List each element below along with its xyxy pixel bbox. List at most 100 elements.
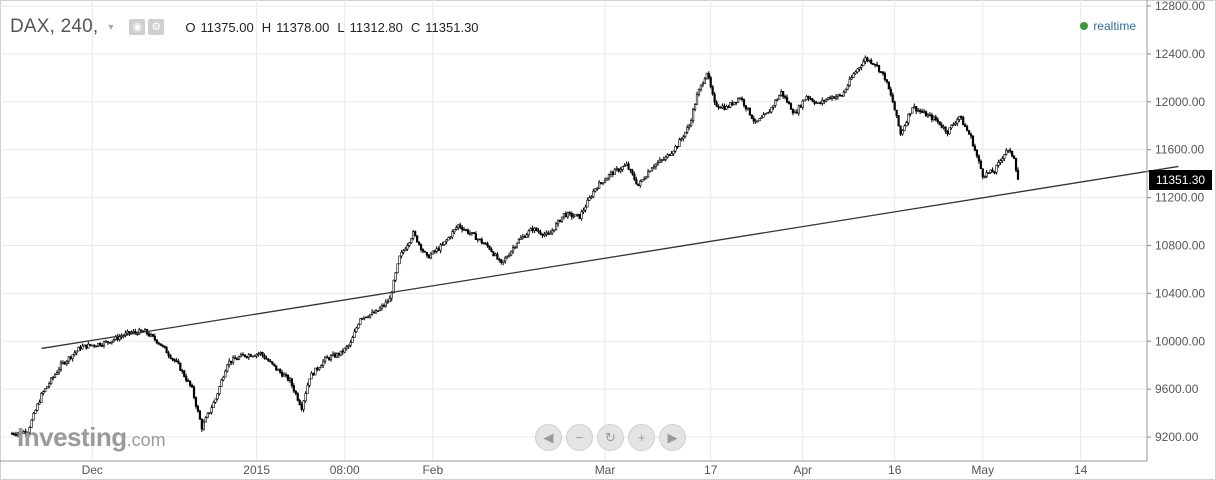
candle-body [752, 118, 755, 122]
candle-body [42, 391, 45, 394]
candle-body [476, 238, 479, 241]
candle-body [104, 341, 108, 343]
candle-body [417, 241, 421, 245]
candle-body [633, 173, 636, 180]
symbol-label[interactable]: DAX, 240, [10, 16, 99, 37]
symbol-dropdown-icon[interactable]: ▼ [106, 22, 116, 32]
candle-body [778, 95, 781, 100]
candle-body [977, 155, 980, 162]
candle-body [173, 358, 176, 361]
candle-body [897, 115, 900, 127]
candle-body [735, 101, 738, 104]
candle-body [576, 214, 579, 216]
candle-body [97, 343, 100, 347]
x-tick-label: Mar [595, 463, 616, 477]
investing-logo: Investing.com [17, 422, 166, 453]
candle-body [566, 212, 569, 218]
candle-body [100, 345, 104, 347]
candle-body [952, 124, 955, 126]
candle-body [609, 171, 613, 175]
reset-button[interactable]: ↻ [597, 424, 624, 451]
candle-body [228, 360, 231, 366]
candle-body [468, 233, 472, 235]
candle-body [584, 206, 587, 211]
candle-body [738, 97, 742, 100]
candle-body [185, 376, 188, 381]
candle-body [429, 253, 432, 259]
zoom-out-button[interactable]: − [566, 424, 593, 451]
candle-body [832, 96, 836, 99]
candle-body [885, 79, 888, 83]
candle-body [979, 160, 982, 170]
candle-body [198, 410, 201, 420]
scroll-right-button[interactable]: ▶ [659, 424, 686, 451]
eye-icon[interactable]: ◉ [129, 19, 146, 35]
candle-body [463, 229, 466, 231]
candle-body [793, 111, 796, 114]
candle-body [560, 216, 564, 223]
candle-body [263, 355, 266, 359]
candle-body [807, 96, 810, 99]
candle-body [699, 84, 703, 90]
candle-body [611, 171, 614, 175]
candle-body [817, 102, 820, 105]
scroll-left-button[interactable]: ◀ [535, 424, 562, 451]
candle-body [453, 228, 456, 233]
candle-body [729, 102, 732, 108]
candle-body [61, 361, 64, 364]
candle-body [858, 67, 861, 70]
x-tick-label: 16 [888, 463, 902, 477]
candle-body [746, 107, 750, 110]
candle-body [20, 431, 23, 434]
zoom-in-button[interactable]: + [628, 424, 655, 451]
candle-body [654, 163, 658, 168]
candle-body [973, 145, 977, 151]
candle-body [523, 236, 526, 238]
candle-body [938, 121, 941, 126]
candle-body [985, 172, 988, 177]
candle-body [541, 233, 544, 236]
candle-body [641, 179, 644, 182]
candle-body [887, 81, 890, 90]
trendline[interactable] [41, 165, 1179, 350]
candle-body [875, 64, 879, 67]
candle-body [494, 253, 497, 257]
candle-body [320, 365, 323, 369]
candle-body [416, 235, 419, 243]
candle-body [304, 393, 307, 402]
candle-body [181, 370, 184, 372]
candle-body [919, 109, 922, 112]
candle-body [1012, 155, 1016, 159]
candle-body [318, 367, 321, 370]
candle-body [284, 374, 288, 376]
candle-body [535, 227, 538, 231]
candle-body [292, 385, 295, 392]
candle-body [783, 96, 787, 98]
candle-body [406, 245, 409, 250]
candle-body [443, 241, 446, 245]
x-tick-label: Feb [422, 463, 443, 477]
candle-body [915, 106, 918, 112]
settings-icon[interactable]: ⚙ [148, 19, 165, 35]
candle-body [950, 125, 953, 129]
candle-body [441, 244, 444, 246]
candle-body [488, 245, 491, 250]
candle-body [341, 350, 344, 353]
candle-body [646, 171, 650, 178]
candle-body [306, 384, 309, 394]
candle-body [625, 163, 628, 166]
grid-lines [0, 0, 1147, 461]
candle-body [525, 234, 528, 238]
candle-body [345, 346, 348, 349]
candle-body [652, 166, 656, 169]
candle-body [623, 165, 626, 168]
candle-body [578, 214, 581, 219]
candle-body [975, 149, 978, 157]
candle-body [447, 237, 450, 241]
candle-body [981, 168, 984, 178]
candle-body [112, 339, 115, 342]
candle-body [34, 410, 37, 414]
candle-body [271, 361, 274, 365]
candle-body [474, 233, 477, 241]
